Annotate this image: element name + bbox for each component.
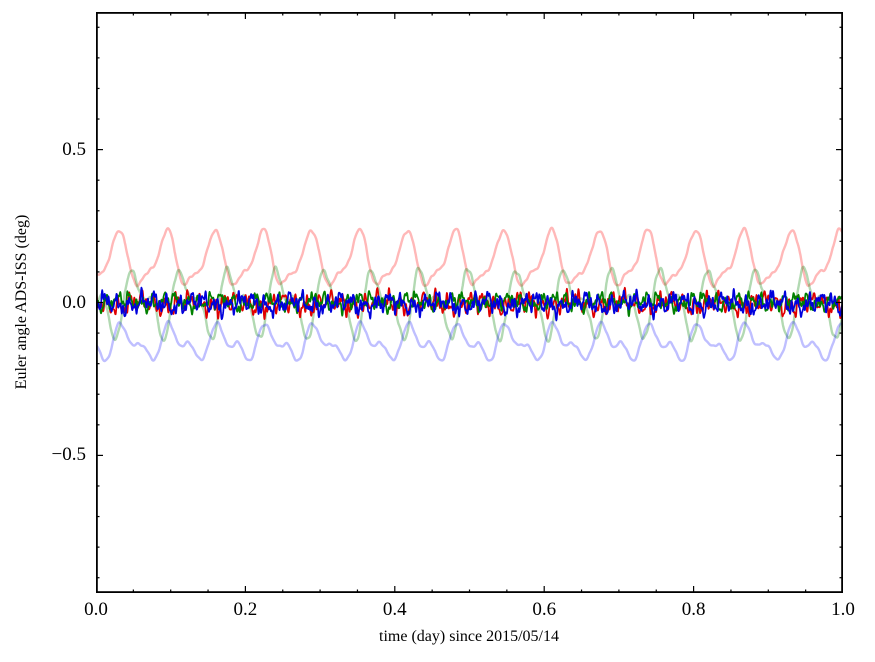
x-tick-label: 0.0 (84, 599, 108, 620)
x-tick-label: 0.6 (532, 599, 557, 620)
plot-area (96, 12, 843, 593)
plot-canvas (96, 12, 843, 593)
x-tick-label: 0.4 (382, 599, 407, 620)
x-tick-label: 0.8 (681, 599, 706, 620)
series-blue (96, 286, 843, 322)
axes-border (96, 12, 843, 593)
x-tick-label: 0.2 (233, 599, 258, 620)
x-axis-label: time (day) since 2015/05/14 (379, 628, 559, 645)
series-group (96, 226, 843, 363)
series-blue-light (96, 319, 843, 363)
series-red-light (96, 226, 843, 289)
y-tick-label: 0.5 (62, 138, 86, 160)
y-tick-label: −0.5 (51, 444, 86, 466)
y-tick-label: 0.0 (62, 291, 86, 313)
x-tick-label: 1.0 (831, 599, 855, 620)
